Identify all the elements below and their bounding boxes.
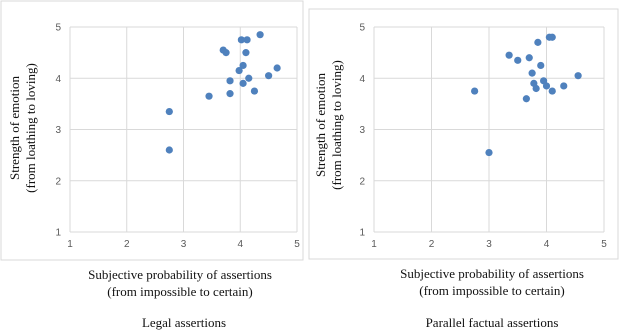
left-x-tick-label: 1 bbox=[67, 239, 73, 250]
left-data-point bbox=[165, 107, 173, 116]
left-data-point bbox=[256, 31, 264, 39]
right-data-point bbox=[537, 61, 545, 70]
right-caption: Parallel factual assertions bbox=[426, 315, 559, 330]
left-y-tick-label: 2 bbox=[55, 176, 61, 187]
left-x-tick-label: 5 bbox=[294, 239, 300, 250]
right-data-point bbox=[548, 33, 556, 41]
left-panel: 1 2 3 4 5 1 2 3 4 5 Strength of emotion (from loa… bbox=[0, 0, 304, 330]
left-y-axis-title-line-1: Strength of emotion bbox=[7, 76, 22, 180]
left-data-point bbox=[205, 92, 213, 100]
right-y-axis-title-line-1: Strength of emotion bbox=[313, 73, 328, 177]
right-y-tick-label: 5 bbox=[359, 23, 365, 34]
left-x-axis-title-line-1: Subjective probability of assertions bbox=[88, 267, 272, 282]
left-y-tick-label: 4 bbox=[55, 74, 61, 85]
left-y-tick-label: 3 bbox=[55, 125, 61, 136]
left-plot-area: 1 2 3 4 5 1 2 3 4 5 bbox=[55, 23, 300, 251]
left-panel-frame bbox=[0, 0, 304, 261]
left-data-point bbox=[239, 79, 247, 87]
left-data-point bbox=[226, 77, 234, 85]
left-data-point bbox=[243, 36, 251, 44]
left-data-point bbox=[239, 61, 247, 70]
right-data-point bbox=[548, 87, 556, 95]
left-data-point bbox=[250, 87, 259, 95]
right-y-axis-title-line-2: (from loathing to loving) bbox=[329, 60, 344, 190]
right-data-point bbox=[485, 148, 493, 157]
left-data-point bbox=[237, 36, 245, 44]
left-data-point bbox=[235, 66, 243, 75]
right-x-tick-label: 4 bbox=[544, 239, 550, 250]
right-panel: 1 2 3 4 5 1 2 3 4 5 Strength of emotion (from loa… bbox=[308, 8, 619, 330]
right-data-point bbox=[560, 82, 568, 90]
right-data-point bbox=[514, 56, 522, 64]
left-y-axis-title-line-2: (from loathing to loving) bbox=[23, 63, 38, 193]
right-data-point bbox=[542, 82, 551, 90]
right-panel-frame bbox=[308, 8, 619, 260]
right-x-tick-label: 5 bbox=[601, 239, 607, 250]
right-x-tick-label: 2 bbox=[429, 239, 435, 250]
right-data-point bbox=[534, 38, 542, 46]
left-data-point bbox=[222, 49, 230, 57]
left-data-point bbox=[242, 49, 250, 57]
right-y-tick-label: 3 bbox=[359, 125, 365, 136]
right-data-point bbox=[522, 95, 530, 103]
right-plot-area: 1 2 3 4 5 1 2 3 4 5 bbox=[359, 23, 607, 251]
right-x-tick-label: 3 bbox=[486, 239, 492, 250]
left-y-tick-label: 5 bbox=[55, 23, 61, 34]
right-data-point bbox=[471, 87, 479, 95]
right-x-axis-title-line-1: Subjective probability of assertions bbox=[400, 266, 584, 281]
left-data-point bbox=[273, 64, 281, 72]
left-y-tick-label: 1 bbox=[55, 228, 61, 239]
left-data-point bbox=[165, 146, 173, 154]
left-x-tick-label: 2 bbox=[124, 239, 130, 250]
right-x-axis-title-line-2: (from impossible to certain) bbox=[419, 283, 565, 298]
right-y-tick-label: 1 bbox=[359, 228, 365, 239]
left-x-tick-label: 3 bbox=[181, 239, 187, 250]
left-data-point bbox=[245, 74, 253, 82]
right-data-point bbox=[574, 72, 582, 80]
left-caption: Legal assertions bbox=[142, 315, 226, 330]
right-data-point bbox=[532, 84, 540, 93]
right-data-point bbox=[525, 54, 533, 62]
left-x-tick-label: 4 bbox=[237, 239, 243, 250]
right-data-point bbox=[505, 51, 513, 59]
right-y-tick-label: 4 bbox=[359, 74, 365, 85]
left-data-point bbox=[265, 72, 273, 80]
right-data-point bbox=[528, 69, 536, 77]
left-data-point bbox=[226, 90, 234, 98]
right-x-tick-label: 1 bbox=[371, 239, 377, 250]
right-y-tick-label: 2 bbox=[359, 176, 365, 187]
left-x-axis-title-line-2: (from impossible to certain) bbox=[107, 284, 253, 299]
